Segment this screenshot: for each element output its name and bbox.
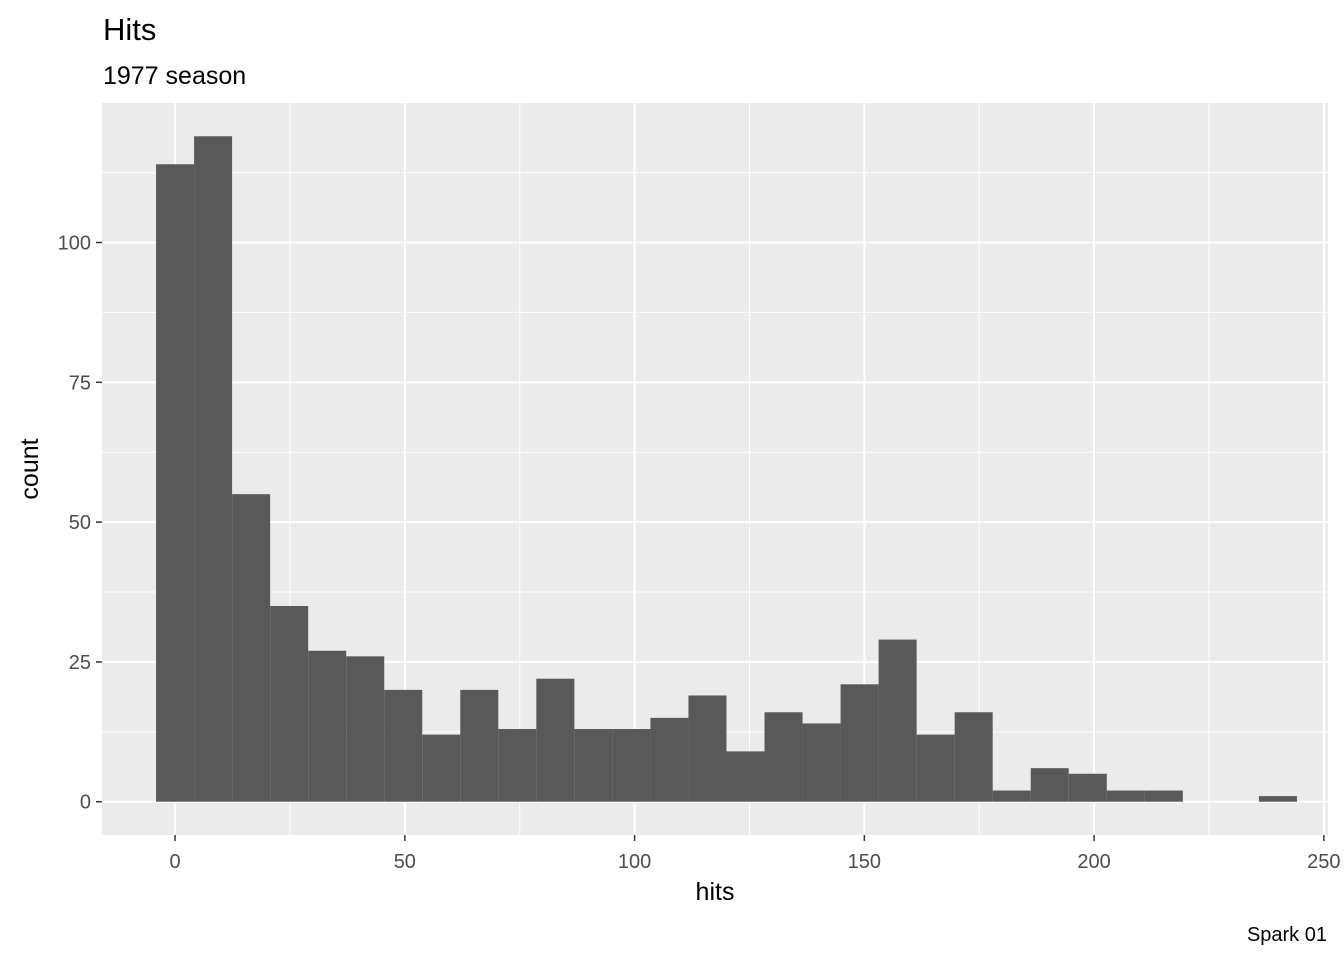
histogram-bar xyxy=(802,723,841,802)
histogram-bar xyxy=(422,734,461,802)
histogram-bar xyxy=(726,751,765,802)
histogram-bar xyxy=(916,734,955,802)
y-tick-label: 100 xyxy=(58,233,91,255)
histogram-bar xyxy=(840,684,879,802)
histogram-bar xyxy=(992,790,1031,802)
histogram-bar xyxy=(1030,768,1069,802)
y-tick-label: 25 xyxy=(69,652,91,674)
histogram-bar xyxy=(346,656,385,802)
histogram-bar xyxy=(574,729,613,802)
histogram-bar xyxy=(308,650,347,802)
x-tick-label: 50 xyxy=(394,851,416,873)
histogram-bar xyxy=(384,689,423,802)
histogram-bar xyxy=(1144,790,1183,802)
y-axis-title: count xyxy=(16,438,44,499)
histogram-bars xyxy=(156,136,1297,802)
histogram-bar xyxy=(270,606,309,802)
x-axis-title: hits xyxy=(696,878,735,906)
y-tick-label: 50 xyxy=(69,512,91,534)
histogram-bar xyxy=(1106,790,1145,802)
x-tick-label: 0 xyxy=(170,851,181,873)
histogram-bar xyxy=(764,712,803,802)
histogram-bar xyxy=(498,729,537,802)
x-axis: 0 50 100 150 200 250 xyxy=(170,835,1341,873)
chart-subtitle: 1977 season xyxy=(103,62,246,90)
histogram-bar xyxy=(1068,773,1107,802)
y-axis: 0 25 50 75 100 xyxy=(58,233,102,814)
x-tick-label: 250 xyxy=(1307,851,1340,873)
x-tick-label: 100 xyxy=(618,851,651,873)
x-tick-label: 200 xyxy=(1077,851,1110,873)
histogram-bar xyxy=(954,712,993,802)
chart-caption: Spark 01 xyxy=(1247,924,1327,946)
histogram-bar xyxy=(1258,796,1297,802)
histogram-bar xyxy=(194,136,233,802)
chart-title: Hits xyxy=(103,12,156,47)
histogram-bar xyxy=(650,717,689,802)
histogram-bar xyxy=(878,639,917,802)
histogram-bar xyxy=(460,689,499,802)
x-tick-label: 150 xyxy=(848,851,881,873)
histogram-bar xyxy=(612,729,651,802)
histogram-bar xyxy=(156,164,195,802)
y-tick-label: 0 xyxy=(80,792,91,814)
histogram-bar xyxy=(232,494,271,802)
histogram-bar xyxy=(688,695,727,802)
histogram-bar xyxy=(536,678,575,802)
y-tick-label: 75 xyxy=(69,372,91,394)
